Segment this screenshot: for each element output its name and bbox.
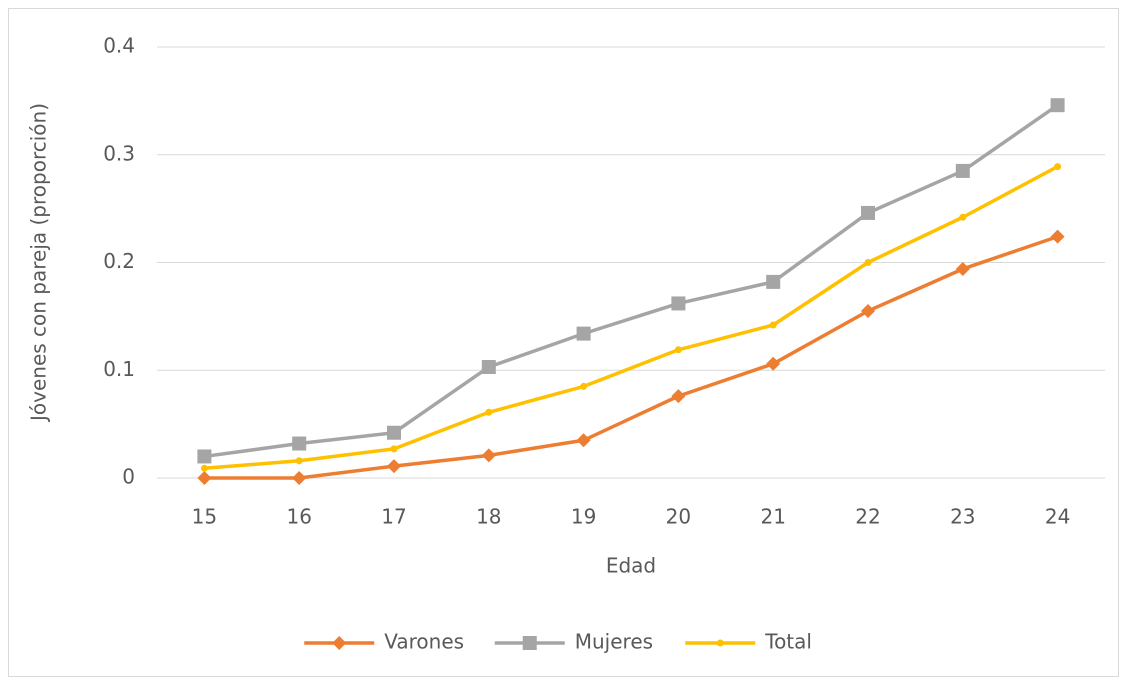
x-tick-label: 21 — [760, 505, 785, 529]
data-point — [295, 457, 303, 465]
x-tick-label: 16 — [286, 505, 311, 529]
data-point — [200, 464, 208, 472]
data-point — [766, 356, 781, 371]
data-point — [861, 205, 875, 220]
x-tick-label: 20 — [666, 505, 691, 529]
y-tick-label: 0.4 — [103, 34, 135, 58]
data-point — [576, 326, 591, 341]
data-point — [576, 433, 591, 448]
y-axis-label: Jóvenes con pareja (proporción) — [27, 103, 51, 423]
y-tick-label: 0.1 — [103, 357, 135, 381]
legend-label: Mujeres — [575, 630, 653, 654]
data-point — [481, 360, 496, 375]
data-point — [481, 448, 496, 463]
data-point — [1050, 229, 1065, 244]
data-point — [671, 389, 686, 404]
legend-label: Total — [764, 630, 812, 654]
data-point — [674, 346, 682, 354]
legend-marker — [716, 639, 724, 647]
data-point — [387, 425, 401, 440]
data-point — [580, 382, 588, 390]
data-point — [955, 261, 970, 276]
x-tick-label: 19 — [571, 505, 596, 529]
x-tick-label: 24 — [1045, 505, 1070, 529]
y-tick-label: 0.3 — [103, 141, 135, 165]
legend-marker — [332, 636, 347, 650]
y-tick-label: 0 — [122, 465, 135, 489]
data-point — [197, 449, 212, 464]
data-point — [197, 471, 212, 485]
x-axis-label: Edad — [606, 554, 656, 578]
data-point — [390, 445, 398, 453]
legend-marker — [522, 636, 537, 650]
series-line — [204, 103, 1059, 459]
data-point — [387, 459, 401, 474]
legend-label: Varones — [384, 630, 464, 654]
series-line — [204, 165, 1059, 471]
data-point — [671, 296, 686, 311]
data-point — [292, 436, 307, 451]
x-tick-label: 17 — [381, 505, 406, 529]
data-point — [959, 213, 967, 221]
x-tick-label: 23 — [950, 505, 975, 529]
y-tick-label: 0.2 — [103, 249, 135, 273]
x-tick-label: 18 — [476, 505, 501, 529]
data-point — [485, 408, 493, 416]
x-tick-label: 22 — [855, 505, 880, 529]
series-line — [204, 234, 1059, 480]
data-point — [769, 321, 777, 329]
x-tick-label: 15 — [192, 505, 217, 529]
data-point — [1054, 163, 1062, 171]
data-point — [292, 471, 307, 485]
data-point — [1050, 98, 1065, 113]
data-point — [864, 259, 872, 266]
data-point — [955, 163, 970, 178]
data-point — [861, 303, 875, 318]
data-point — [766, 274, 781, 289]
